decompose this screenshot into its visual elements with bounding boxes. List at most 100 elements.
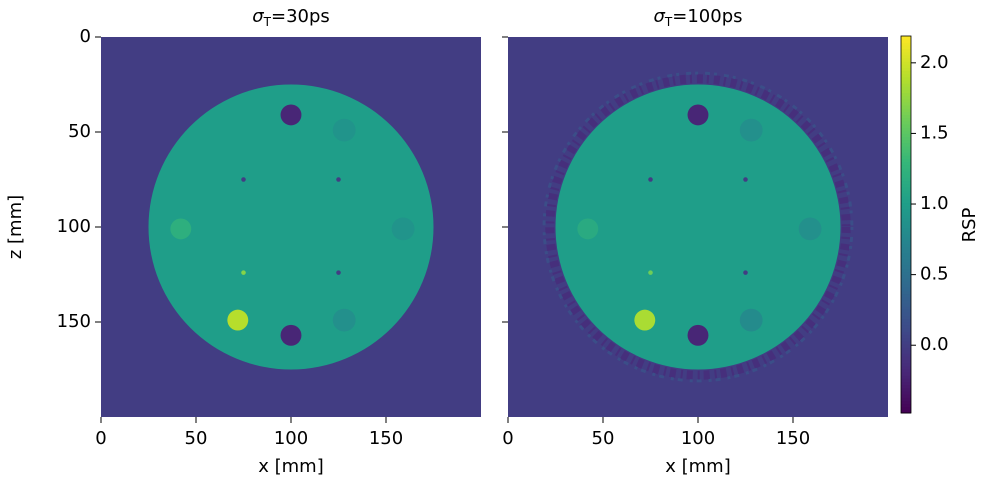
insert [743, 177, 748, 182]
colorbar-step [901, 233, 911, 238]
colorbar-step [901, 365, 911, 370]
colorbar-step [901, 127, 911, 131]
colorbar-step [901, 230, 911, 235]
colorbar-tick-label: 1.5 [920, 122, 949, 143]
colorbar-step [901, 98, 911, 103]
colorbar-step [901, 70, 911, 75]
panel-title: σT=100ps [653, 6, 742, 29]
colorbar-step [901, 218, 911, 222]
insert [634, 309, 656, 331]
colorbar-step [901, 262, 911, 266]
colorbar-step [901, 39, 911, 43]
colorbar-step [901, 196, 911, 200]
colorbar-step [901, 274, 911, 279]
colorbar-step [901, 177, 911, 182]
colorbar-step [901, 359, 911, 364]
colorbar-step [901, 174, 911, 178]
colorbar-step [901, 293, 911, 298]
y-tick-label: 100 [57, 216, 91, 237]
colorbar-step [901, 403, 911, 408]
colorbar-step [901, 306, 911, 310]
colorbar-step [901, 237, 911, 241]
colorbar-step [901, 312, 911, 317]
colorbar-step [901, 73, 911, 78]
colorbar-step [901, 61, 911, 65]
x-axis-label: x [mm] [665, 456, 731, 477]
colorbar-step [901, 95, 911, 100]
colorbar-step [901, 130, 911, 134]
colorbar-step [901, 369, 911, 373]
colorbar-step [901, 290, 911, 295]
insert [332, 308, 356, 332]
colorbar-step [901, 337, 911, 342]
colorbar-step [901, 36, 911, 40]
colorbar-step [901, 397, 911, 401]
insert [336, 177, 341, 182]
colorbar-step [901, 167, 911, 172]
insert [648, 270, 653, 275]
colorbar-step [901, 105, 911, 109]
y-tick-label: 0 [80, 26, 91, 47]
insert [648, 177, 653, 182]
panel-title: σT=30ps [252, 6, 330, 29]
colorbar-step [901, 114, 911, 119]
colorbar-step [901, 111, 911, 116]
colorbar-tick-label: 2.0 [920, 52, 949, 73]
colorbar-step [901, 246, 911, 251]
colorbar-step [901, 83, 911, 87]
colorbar-step [901, 92, 911, 97]
insert [280, 324, 302, 346]
insert [336, 270, 341, 275]
insert [739, 118, 763, 142]
colorbar-step [901, 136, 911, 141]
colorbar-step [901, 259, 911, 263]
colorbar-step [901, 249, 911, 254]
insert [170, 218, 192, 240]
colorbar-step [901, 353, 911, 357]
title-text: =30ps [271, 6, 330, 27]
x-tick-label: 150 [776, 428, 810, 449]
colorbar-step [901, 299, 911, 304]
colorbar-step [901, 400, 911, 405]
x-tick-label: 150 [369, 428, 403, 449]
colorbar-step [901, 394, 911, 398]
colorbar-step [901, 381, 911, 386]
colorbar-step [901, 186, 911, 191]
colorbar-step [901, 243, 911, 247]
colorbar-step [901, 409, 911, 414]
colorbar-step [901, 54, 911, 59]
colorbar-step [901, 123, 911, 128]
colorbar-step [901, 265, 911, 269]
insert [687, 104, 709, 126]
colorbar-step [901, 133, 911, 138]
colorbar-frame [900, 35, 912, 414]
colorbar-step [901, 211, 911, 216]
colorbar-step [901, 296, 911, 301]
y-tick-label: 150 [57, 311, 91, 332]
colorbar-step [901, 309, 911, 313]
colorbar-step [901, 287, 911, 291]
x-axis-label: x [mm] [258, 456, 324, 477]
colorbar-step [901, 391, 911, 395]
colorbar-step [901, 171, 911, 175]
colorbar-step [901, 108, 911, 112]
colorbar-step [901, 331, 911, 335]
colorbar-step [901, 202, 911, 207]
colorbar-step [901, 350, 911, 354]
insert [743, 270, 748, 275]
colorbar-step [901, 183, 911, 188]
colorbar-step [901, 343, 911, 348]
colorbar-step [901, 79, 911, 84]
colorbar-step [901, 406, 911, 411]
x-tick-label: 100 [681, 428, 715, 449]
colorbar-step [901, 139, 911, 144]
colorbar-step [901, 362, 911, 367]
colorbar-step [901, 318, 911, 323]
colorbar-step [901, 48, 911, 53]
colorbar-tick-label: 0.0 [920, 334, 949, 355]
colorbar-step [901, 224, 911, 229]
colorbar-step [901, 145, 911, 150]
colorbar-step [901, 356, 911, 361]
colorbar-step [901, 240, 911, 244]
